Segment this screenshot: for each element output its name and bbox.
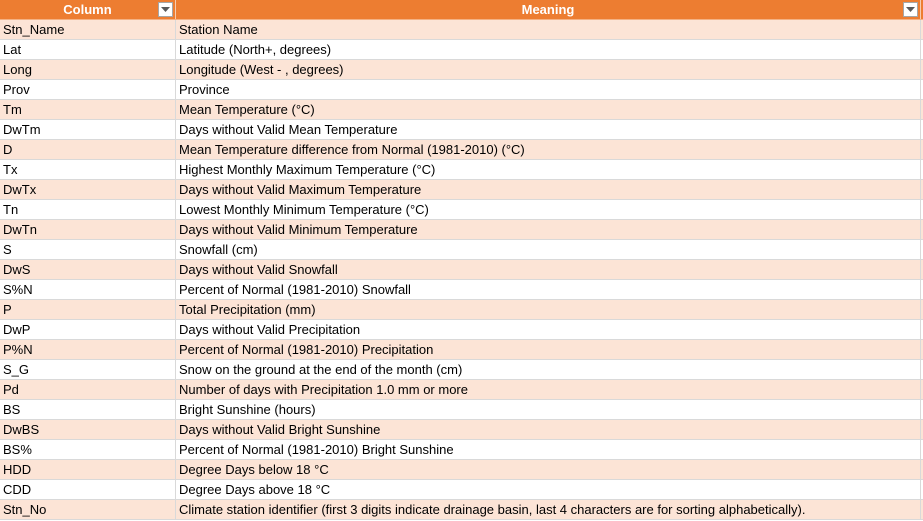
table-row: Long Longitude (West - , degrees) — [0, 60, 923, 80]
table-row: DwBS Days without Valid Bright Sunshine — [0, 420, 923, 440]
meaning-filter-button[interactable] — [903, 2, 918, 17]
column-cell[interactable]: DwTx — [0, 180, 176, 199]
meaning-cell[interactable]: Snowfall (cm) — [176, 240, 921, 259]
meaning-cell[interactable]: Highest Monthly Maximum Temperature (°C) — [176, 160, 921, 179]
meaning-cell[interactable]: Longitude (West - , degrees) — [176, 60, 921, 79]
column-cell[interactable]: DwTm — [0, 120, 176, 139]
table-row: Stn_No Climate station identifier (first … — [0, 500, 923, 520]
column-cell[interactable]: HDD — [0, 460, 176, 479]
meaning-cell[interactable]: Percent of Normal (1981-2010) Precipitat… — [176, 340, 921, 359]
meaning-cell[interactable]: Station Name — [176, 20, 921, 39]
meaning-cell[interactable]: Province — [176, 80, 921, 99]
meaning-cell[interactable]: Percent of Normal (1981-2010) Bright Sun… — [176, 440, 921, 459]
table-row: S_G Snow on the ground at the end of the … — [0, 360, 923, 380]
meaning-cell[interactable]: Latitude (North+, degrees) — [176, 40, 921, 59]
meaning-cell[interactable]: Days without Valid Bright Sunshine — [176, 420, 921, 439]
column-header-cell[interactable]: Column — [0, 0, 176, 19]
meaning-cell[interactable]: Climate station identifier (first 3 digi… — [176, 500, 921, 519]
table-row: DwP Days without Valid Precipitation — [0, 320, 923, 340]
column-header-label: Column — [63, 2, 112, 17]
column-cell[interactable]: D — [0, 140, 176, 159]
table-row: Prov Province — [0, 80, 923, 100]
meaning-cell[interactable]: Mean Temperature difference from Normal … — [176, 140, 921, 159]
meaning-header-cell[interactable]: Meaning — [176, 0, 921, 19]
column-cell[interactable]: BS — [0, 400, 176, 419]
column-cell[interactable]: Stn_Name — [0, 20, 176, 39]
table-row: Stn_Name Station Name — [0, 20, 923, 40]
table-row: DwTx Days without Valid Maximum Temperatu… — [0, 180, 923, 200]
column-cell[interactable]: Prov — [0, 80, 176, 99]
dropdown-arrow-icon — [906, 6, 915, 12]
meaning-cell[interactable]: Degree Days above 18 °C — [176, 480, 921, 499]
column-cell[interactable]: S — [0, 240, 176, 259]
meaning-cell[interactable]: Lowest Monthly Minimum Temperature (°C) — [176, 200, 921, 219]
table-row: S%N Percent of Normal (1981-2010) Snowfal… — [0, 280, 923, 300]
meaning-cell[interactable]: Snow on the ground at the end of the mon… — [176, 360, 921, 379]
column-cell[interactable]: DwBS — [0, 420, 176, 439]
meaning-cell[interactable]: Mean Temperature (°C) — [176, 100, 921, 119]
column-cell[interactable]: P — [0, 300, 176, 319]
table-header-row: Column Meaning — [0, 0, 923, 20]
column-cell[interactable]: S%N — [0, 280, 176, 299]
table-row: P%N Percent of Normal (1981-2010) Precipi… — [0, 340, 923, 360]
meaning-cell[interactable]: Days without Valid Snowfall — [176, 260, 921, 279]
column-cell[interactable]: Tm — [0, 100, 176, 119]
meaning-cell[interactable]: Total Precipitation (mm) — [176, 300, 921, 319]
meaning-cell[interactable]: Degree Days below 18 °C — [176, 460, 921, 479]
column-cell[interactable]: DwP — [0, 320, 176, 339]
column-cell[interactable]: CDD — [0, 480, 176, 499]
table-row: Tn Lowest Monthly Minimum Temperature (°C… — [0, 200, 923, 220]
meaning-cell[interactable]: Days without Valid Minimum Temperature — [176, 220, 921, 239]
column-cell[interactable]: Tx — [0, 160, 176, 179]
table-row: Tm Mean Temperature (°C) — [0, 100, 923, 120]
table-row: BS Bright Sunshine (hours) — [0, 400, 923, 420]
column-cell[interactable]: Stn_No — [0, 500, 176, 519]
column-cell[interactable]: DwS — [0, 260, 176, 279]
table-row: CDD Degree Days above 18 °C — [0, 480, 923, 500]
meaning-cell[interactable]: Number of days with Precipitation 1.0 mm… — [176, 380, 921, 399]
table-row: D Mean Temperature difference from Normal… — [0, 140, 923, 160]
column-cell[interactable]: BS% — [0, 440, 176, 459]
meaning-cell[interactable]: Bright Sunshine (hours) — [176, 400, 921, 419]
column-cell[interactable]: Pd — [0, 380, 176, 399]
table-row: DwS Days without Valid Snowfall — [0, 260, 923, 280]
table-body: Stn_Name Station Name Lat Latitude (North+,… — [0, 20, 923, 520]
column-cell[interactable]: Tn — [0, 200, 176, 219]
column-cell[interactable]: P%N — [0, 340, 176, 359]
column-cell[interactable]: Long — [0, 60, 176, 79]
table-row: P Total Precipitation (mm) — [0, 300, 923, 320]
meaning-cell[interactable]: Days without Valid Mean Temperature — [176, 120, 921, 139]
table-row: DwTm Days without Valid Mean Temperature — [0, 120, 923, 140]
column-cell[interactable]: S_G — [0, 360, 176, 379]
table-row: Tx Highest Monthly Maximum Temperature (°… — [0, 160, 923, 180]
column-cell[interactable]: Lat — [0, 40, 176, 59]
column-filter-button[interactable] — [158, 2, 173, 17]
meaning-cell[interactable]: Days without Valid Maximum Temperature — [176, 180, 921, 199]
meaning-cell[interactable]: Percent of Normal (1981-2010) Snowfall — [176, 280, 921, 299]
table-row: Pd Number of days with Precipitation 1.0 … — [0, 380, 923, 400]
table-row: HDD Degree Days below 18 °C — [0, 460, 923, 480]
table-row: DwTn Days without Valid Minimum Temperatu… — [0, 220, 923, 240]
column-cell[interactable]: DwTn — [0, 220, 176, 239]
table-row: Lat Latitude (North+, degrees) — [0, 40, 923, 60]
table-row: BS% Percent of Normal (1981-2010) Bright … — [0, 440, 923, 460]
dropdown-arrow-icon — [161, 6, 170, 12]
meaning-cell[interactable]: Days without Valid Precipitation — [176, 320, 921, 339]
meaning-header-label: Meaning — [521, 2, 575, 17]
table-row: S Snowfall (cm) — [0, 240, 923, 260]
